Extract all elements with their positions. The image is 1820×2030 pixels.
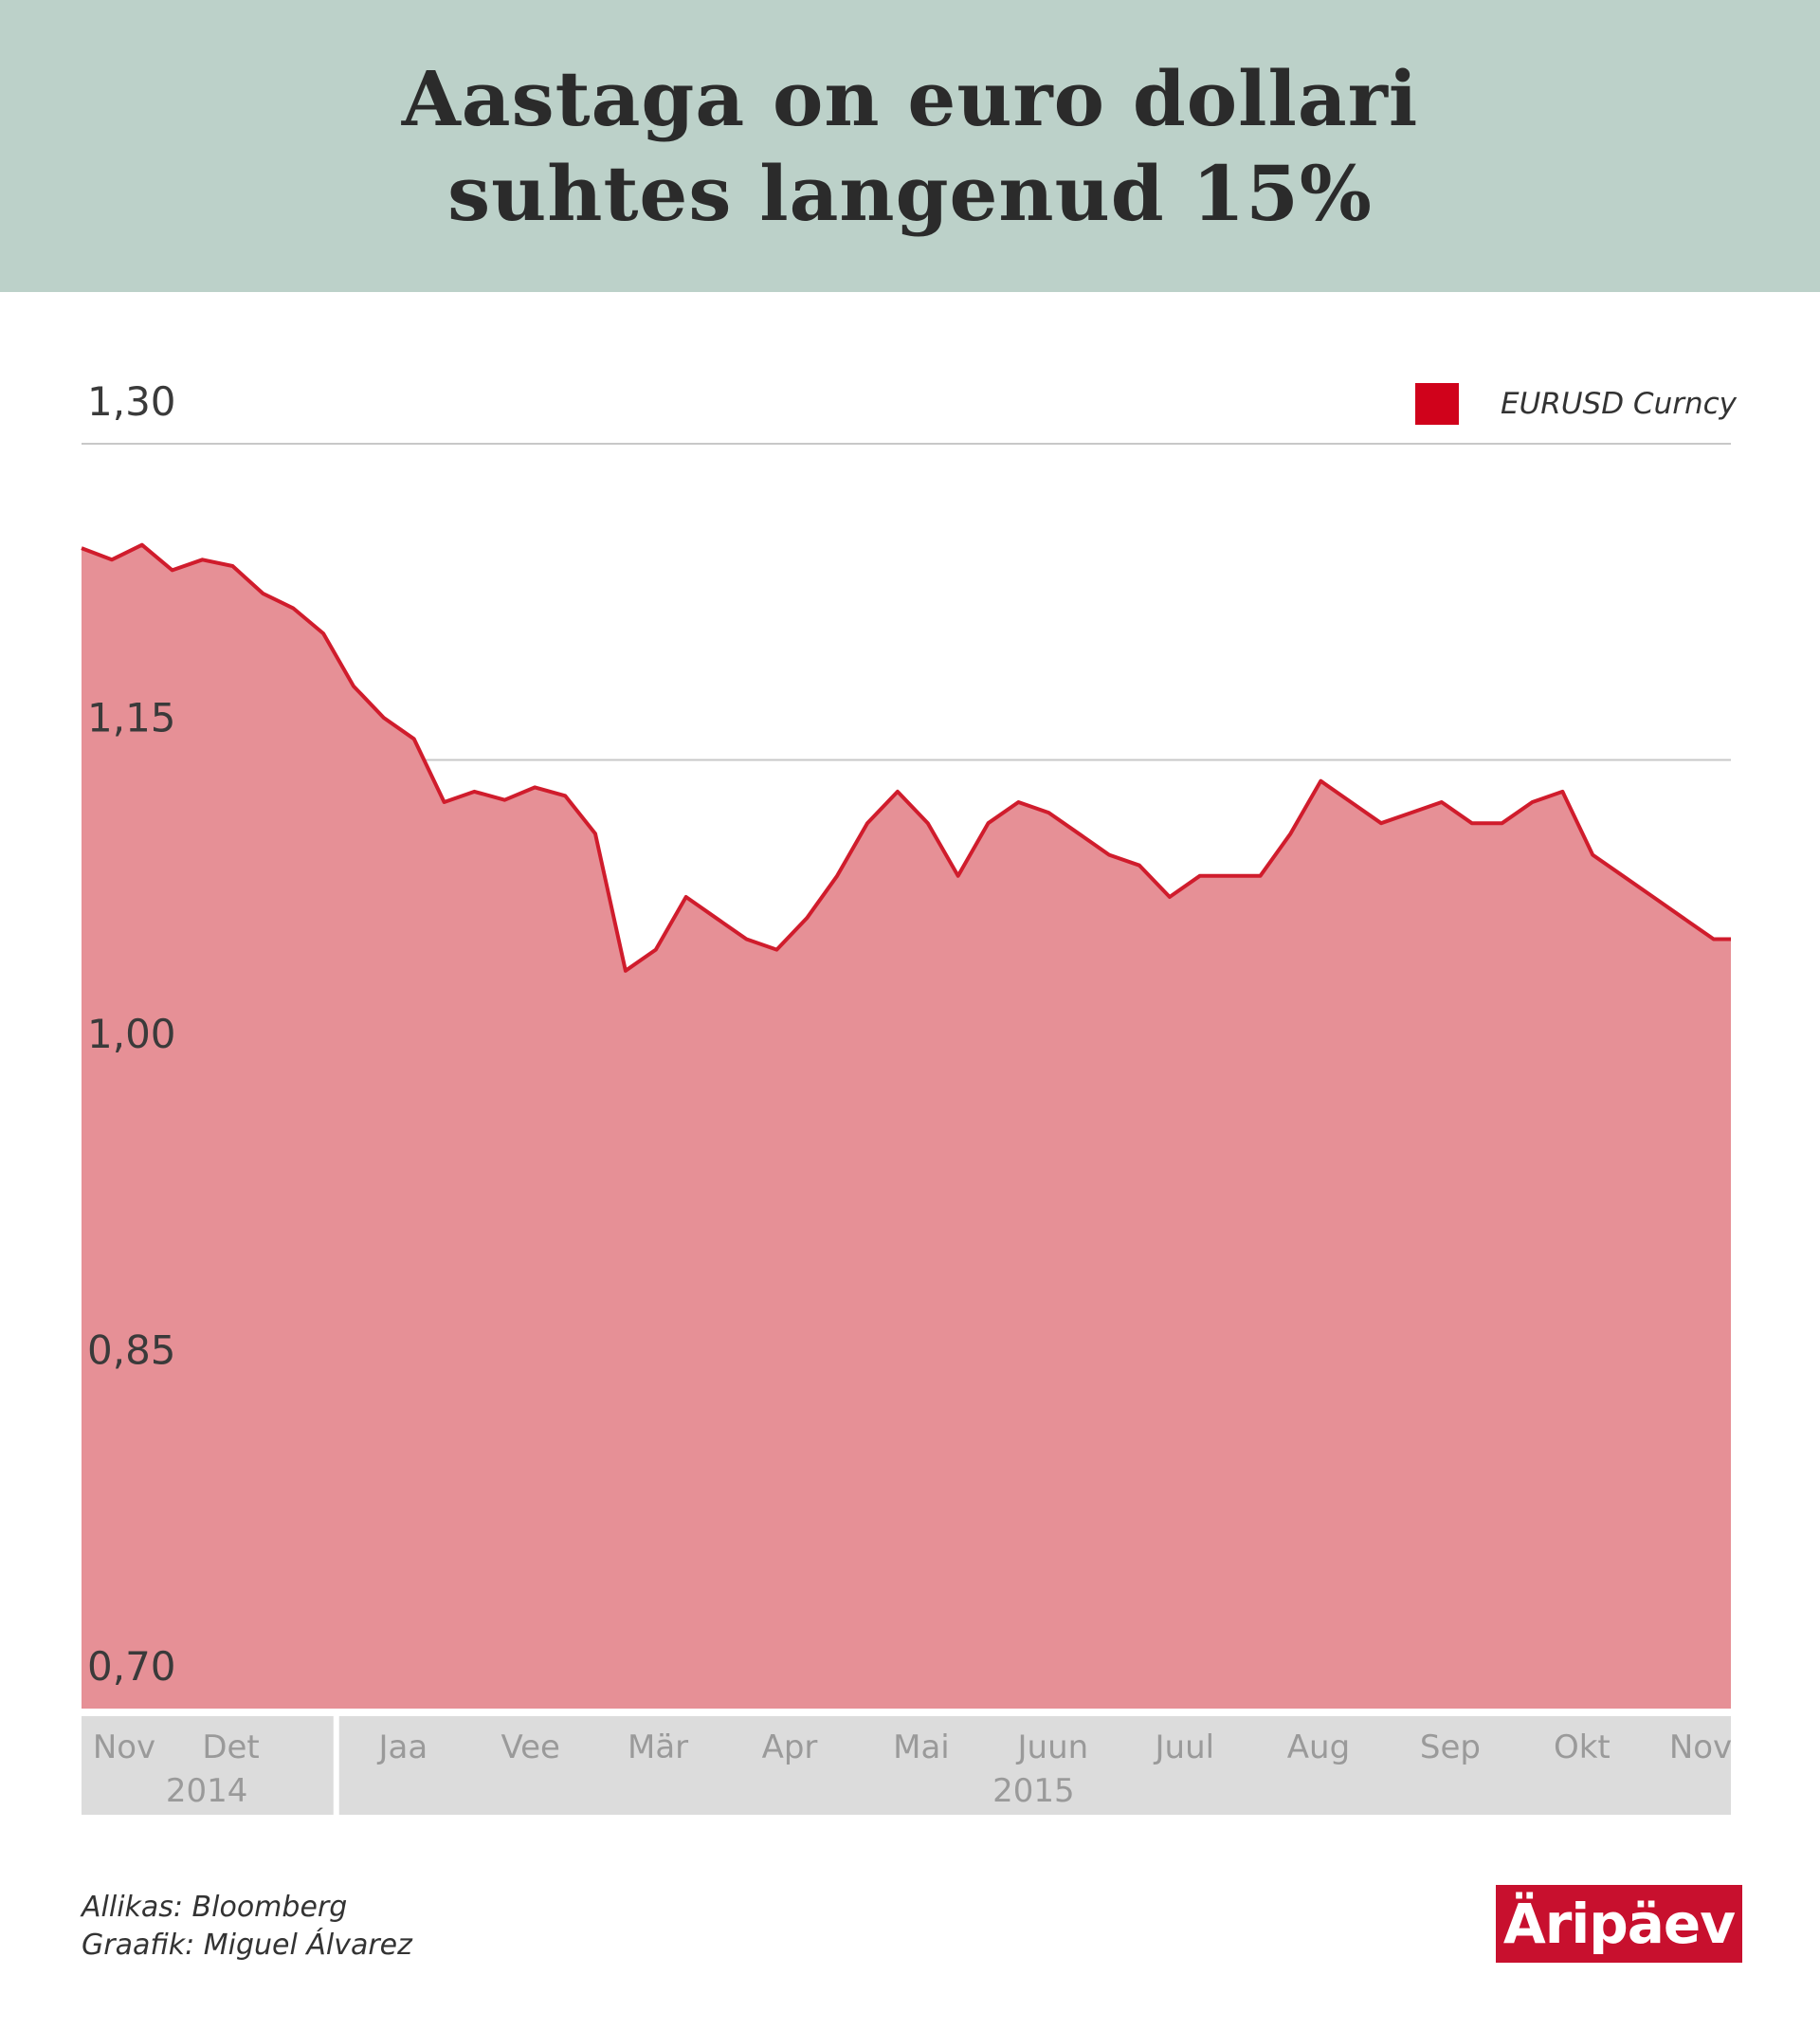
x-month-label: Apr — [762, 1728, 818, 1766]
y-tick-label: 1,15 — [87, 695, 176, 741]
eurusd-area-chart: 1,30 1,15 1,00 0,85 0,70 Nov Det Jaa Vee Mär Apr M… — [81, 378, 1738, 1815]
x-year-label: 2014 — [166, 1772, 248, 1810]
y-tick-label: 1,30 — [87, 378, 176, 425]
source-credit: Allikas: Bloomberg — [82, 1891, 348, 1924]
x-axis-band-2015 — [338, 1716, 1732, 1815]
x-month-label: Jaa — [376, 1728, 428, 1766]
x-month-label: Okt — [1554, 1728, 1611, 1766]
graphic-credit: Graafik: Miguel Álvarez — [82, 1929, 412, 1962]
chart-header: Aastaga on euro dollari suhtes langenud … — [0, 0, 1820, 292]
x-month-label: Mär — [628, 1728, 688, 1766]
x-month-label: Det — [202, 1728, 259, 1766]
legend-label: EURUSD Curncy — [1501, 387, 1738, 421]
chart-title-line-2: suhtes langenud 15% — [447, 149, 1373, 238]
area-fill — [82, 544, 1731, 1710]
x-axis: Nov Det Jaa Vee Mär Apr Mai Juun Juul Aug Sep Okt No… — [82, 1716, 1732, 1815]
y-tick-label: 1,00 — [87, 1011, 176, 1057]
x-month-label: Juul — [1154, 1728, 1215, 1766]
x-month-label: Nov — [93, 1728, 155, 1766]
x-month-label: Juun — [1016, 1728, 1089, 1766]
x-month-label: Sep — [1420, 1728, 1481, 1766]
aripaev-logo: Äripäev — [1496, 1885, 1742, 1963]
area-layer — [81, 542, 1731, 1710]
x-month-label: Vee — [500, 1728, 559, 1766]
y-tick-label: 0,70 — [87, 1643, 176, 1690]
series-line — [81, 542, 1731, 973]
x-month-label: Aug — [1287, 1728, 1350, 1766]
y-tick-label: 0,85 — [87, 1327, 176, 1374]
legend-swatch — [1415, 383, 1459, 425]
y-axis-ticks: 1,30 1,15 1,00 0,85 0,70 — [87, 378, 176, 1690]
x-month-label: Nov — [1669, 1728, 1732, 1766]
x-year-label: 2015 — [992, 1772, 1075, 1810]
x-month-label: Mai — [893, 1728, 950, 1766]
chart-title-line-1: Aastaga on euro dollari — [401, 54, 1419, 143]
x-axis-band-2014 — [82, 1716, 334, 1815]
legend: EURUSD Curncy — [1415, 383, 1738, 425]
